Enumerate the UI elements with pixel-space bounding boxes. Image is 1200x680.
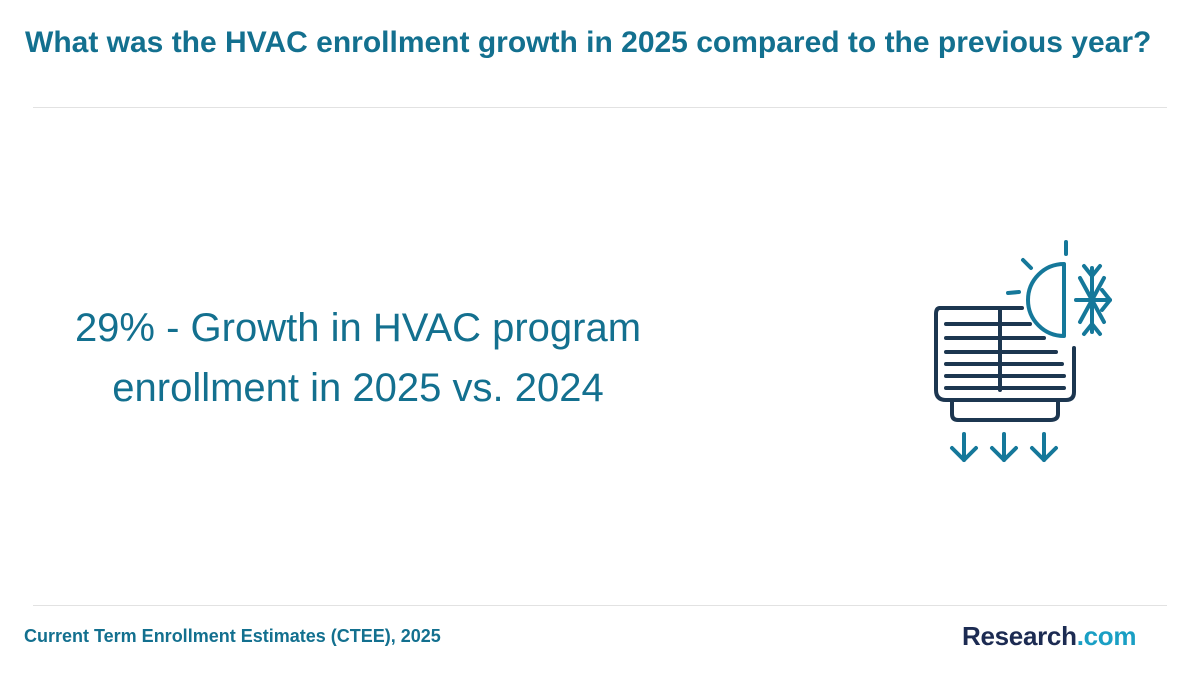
airflow-arrows-icon <box>950 432 1058 462</box>
research-com-logo: Research.com <box>962 620 1136 652</box>
bottom-divider <box>33 605 1167 606</box>
sun-snowflake-icon <box>1006 240 1112 338</box>
logo-brand: Research <box>962 621 1077 651</box>
logo-tld: .com <box>1076 621 1137 651</box>
hvac-unit-icon <box>934 240 1112 462</box>
source-note: Current Term Enrollment Estimates (CTEE)… <box>24 626 441 646</box>
stat-line-1: 29% - Growth in HVAC program <box>74 306 642 350</box>
unit-body <box>934 306 1076 422</box>
stat-line-2: enrollment in 2025 vs. 2024 <box>112 366 604 410</box>
stat-callout: 29% - Growth in HVAC program enrollment … <box>30 298 686 418</box>
question-heading: What was the HVAC enrollment growth in 2… <box>25 26 1152 59</box>
top-divider <box>33 107 1167 108</box>
